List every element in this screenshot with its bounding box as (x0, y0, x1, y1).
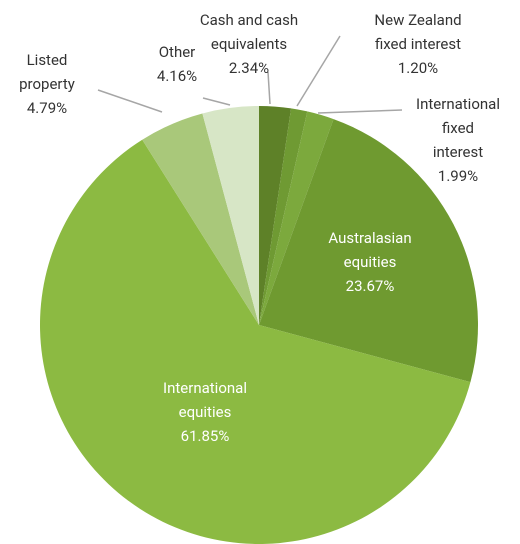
value-label: 2.34% (228, 59, 270, 77)
slice-label: Listed property 4.79% (19, 48, 75, 120)
leader-line (97, 89, 163, 113)
slice-label: International fixed interest 1.99% (416, 92, 500, 188)
category-label: International fixed interest (416, 95, 500, 161)
pie-slice (39, 139, 471, 544)
leader-line (267, 71, 271, 105)
pie-slice (259, 119, 478, 383)
leader-line (202, 97, 231, 106)
category-label: Cash and cash equivalents (199, 11, 299, 53)
category-label: New Zealand fixed interest (374, 11, 462, 53)
slice-label: Cash and cash equivalents 2.34% (200, 8, 298, 80)
pie-slice (259, 106, 292, 325)
leader-lines (97, 35, 403, 114)
value-label: 61.85% (180, 427, 230, 445)
slice-label: Australasian equities 23.67% (328, 226, 411, 298)
value-label: 1.20% (397, 59, 439, 77)
value-label: 23.67% (345, 277, 395, 295)
leader-line (296, 35, 341, 107)
slice-label: New Zealand fixed interest 1.20% (374, 8, 461, 80)
slice-label: International equities 61.85% (163, 376, 247, 448)
pie-slice (142, 113, 259, 325)
value-label: 4.79% (26, 99, 68, 117)
category-label: Australasian equities (328, 229, 412, 271)
pie-slice (202, 106, 259, 325)
category-label: Listed property (19, 51, 75, 93)
pie-slice (259, 108, 308, 325)
category-label: International equities (163, 379, 247, 421)
pie-slice (259, 111, 334, 325)
value-label: 1.99% (437, 167, 479, 185)
value-label: 4.16% (156, 67, 198, 85)
category-label: Other (158, 43, 196, 61)
leader-line (317, 109, 403, 114)
slices (39, 106, 478, 544)
slice-label: Other 4.16% (157, 40, 197, 88)
